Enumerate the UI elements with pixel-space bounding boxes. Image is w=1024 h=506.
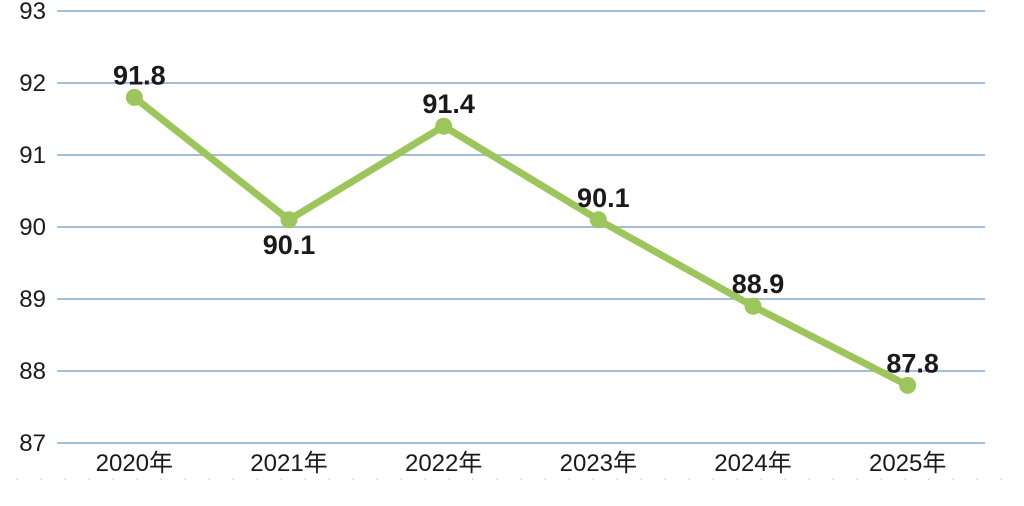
data-point-label: 88.9 <box>732 269 785 299</box>
y-axis-tick-label: 87 <box>19 430 46 457</box>
y-axis-tick-label: 91 <box>19 142 46 169</box>
series-line <box>130 93 912 389</box>
y-axis-tick-label: 88 <box>19 358 46 385</box>
y-axis-tick-label: 92 <box>19 70 46 97</box>
data-point-marker <box>744 297 762 315</box>
data-point-label: 90.1 <box>263 230 316 260</box>
x-axis-tick-label: 2022年 <box>405 450 482 477</box>
data-point-marker <box>125 88 143 106</box>
data-point-label: 91.8 <box>113 60 166 90</box>
x-axis-tick-label: 2023年 <box>560 450 637 477</box>
data-point-marker <box>899 376 917 394</box>
data-point-label: 90.1 <box>577 183 630 213</box>
x-axis-tick-label: 2025年 <box>869 450 946 477</box>
data-point-marker <box>435 117 453 135</box>
data-point-marker <box>589 211 607 229</box>
x-axis-tick-label: 2020年 <box>96 450 173 477</box>
data-point-label: 87.8 <box>886 348 939 378</box>
data-point-marker <box>280 211 298 229</box>
x-axis-tick-label: 2021年 <box>250 450 327 477</box>
y-axis-tick-label: 89 <box>19 286 46 313</box>
x-axis-tick-label: 2024年 <box>714 450 791 477</box>
y-axis-tick-label: 90 <box>19 214 46 241</box>
y-axis-tick-label: 93 <box>19 0 46 25</box>
data-point-label: 91.4 <box>422 89 475 119</box>
